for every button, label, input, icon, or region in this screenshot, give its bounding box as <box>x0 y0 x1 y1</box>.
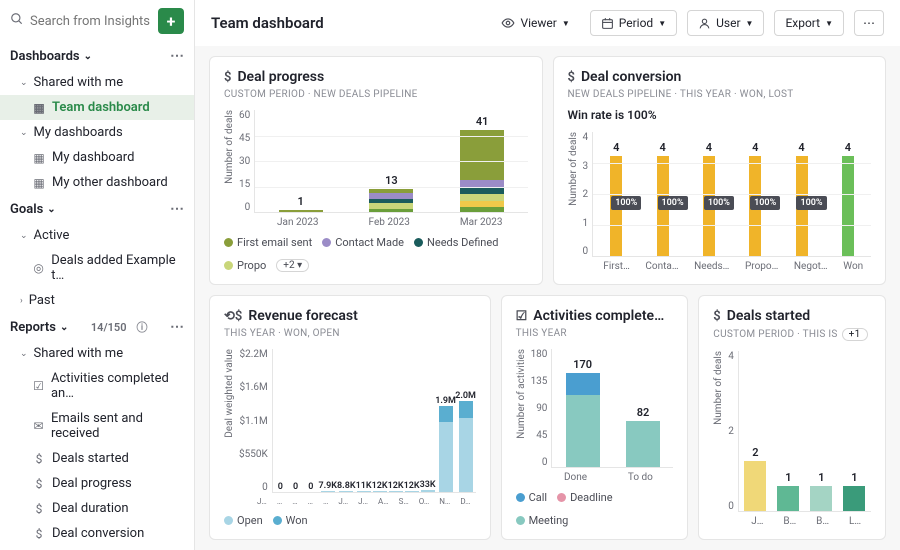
tree-group[interactable]: ⌄Shared with me <box>0 70 194 95</box>
section-menu-icon[interactable]: ⋯ <box>170 319 184 335</box>
card-deal-conversion: $Deal conversion NEW DEALS PIPELINE · TH… <box>553 56 887 285</box>
tree-item[interactable]: ▦My dashboard <box>0 145 194 170</box>
content-grid: $ Deal progress CUSTOM PERIOD · NEW DEALS… <box>195 46 900 550</box>
topbar: Team dashboard Viewer▼ Period▼ User▼ Exp… <box>195 0 900 46</box>
more-pill[interactable]: +1 <box>842 328 868 341</box>
item-icon: $ <box>32 452 46 466</box>
tree-group[interactable]: ⌄Shared with me <box>0 341 194 366</box>
sidebar: + Dashboards⌄⋯⌄Shared with me▦Team dashb… <box>0 0 195 550</box>
section-header[interactable]: Goals⌄⋯ <box>0 195 194 223</box>
winrate-text: Win rate is 100% <box>568 108 872 122</box>
card-revenue-forecast: ⟲$Revenue forecast THIS YEAR · WON, OPEN… <box>209 295 491 540</box>
item-icon: $ <box>32 527 46 541</box>
search-input[interactable] <box>30 14 152 29</box>
tree-item[interactable]: $Deal conversion <box>0 521 194 546</box>
search-box[interactable] <box>10 12 152 30</box>
card-deal-progress: $ Deal progress CUSTOM PERIOD · NEW DEALS… <box>209 56 543 285</box>
legend-more[interactable]: +2 ▾ <box>276 259 309 272</box>
card-subtitle: CUSTOM PERIOD · NEW DEALS PIPELINE <box>224 89 528 100</box>
dollar-icon: $ <box>224 70 231 85</box>
section-menu-icon[interactable]: ⋯ <box>170 201 184 217</box>
add-button[interactable]: + <box>158 8 184 34</box>
export-dropdown[interactable]: Export▼ <box>774 10 844 36</box>
tree-group[interactable]: ⌄My dashboards <box>0 120 194 145</box>
card-deals-started: $Deals started CUSTOM PERIOD · THIS IS+1… <box>698 295 886 540</box>
item-icon: ☑ <box>32 379 45 393</box>
more-menu[interactable]: ⋯ <box>854 10 884 36</box>
tree-group[interactable]: ⌄Active <box>0 223 194 248</box>
main: Team dashboard Viewer▼ Period▼ User▼ Exp… <box>195 0 900 550</box>
tree-item[interactable]: $Deals won over time <box>0 546 194 550</box>
calendar-check-icon: ☑ <box>516 309 528 324</box>
section-menu-icon[interactable]: ⋯ <box>170 48 184 64</box>
tree-item[interactable]: ▦My other dashboard <box>0 170 194 195</box>
dollar-icon: $ <box>568 70 575 85</box>
tree-item[interactable]: $Deal progress <box>0 471 194 496</box>
section-header[interactable]: Dashboards⌄⋯ <box>0 42 194 70</box>
item-icon: ▦ <box>32 151 46 165</box>
tree-item[interactable]: ▦Team dashboard <box>0 95 194 120</box>
dollar-icon: $ <box>713 309 720 324</box>
card-activities: ☑Activities complete… THIS YEAR Number o… <box>501 295 689 540</box>
item-icon: $ <box>32 502 46 516</box>
item-icon: $ <box>32 477 46 491</box>
user-dropdown[interactable]: User▼ <box>687 10 764 36</box>
tree-item[interactable]: $Deal duration <box>0 496 194 521</box>
item-icon: ✉ <box>32 419 45 433</box>
item-icon: ▦ <box>32 101 46 115</box>
viewer-dropdown[interactable]: Viewer▼ <box>491 11 579 35</box>
item-icon: ◎ <box>32 261 45 275</box>
section-header[interactable]: Reports⌄14/150ⓘ⋯ <box>0 313 194 341</box>
tree-item[interactable]: ✉Emails sent and received <box>0 406 194 446</box>
search-icon <box>10 12 24 30</box>
tree-item[interactable]: ◎Deals added Example t… <box>0 248 194 288</box>
forecast-icon: ⟲$ <box>224 309 242 324</box>
item-icon: ▦ <box>32 176 46 190</box>
period-dropdown[interactable]: Period▼ <box>590 10 677 36</box>
page-title: Team dashboard <box>211 14 481 32</box>
tree-group[interactable]: ›Past <box>0 288 194 313</box>
card-title-text: Deal progress <box>237 69 324 85</box>
tree-item[interactable]: $Deals started <box>0 446 194 471</box>
tree-item[interactable]: ☑Activities completed an… <box>0 366 194 406</box>
